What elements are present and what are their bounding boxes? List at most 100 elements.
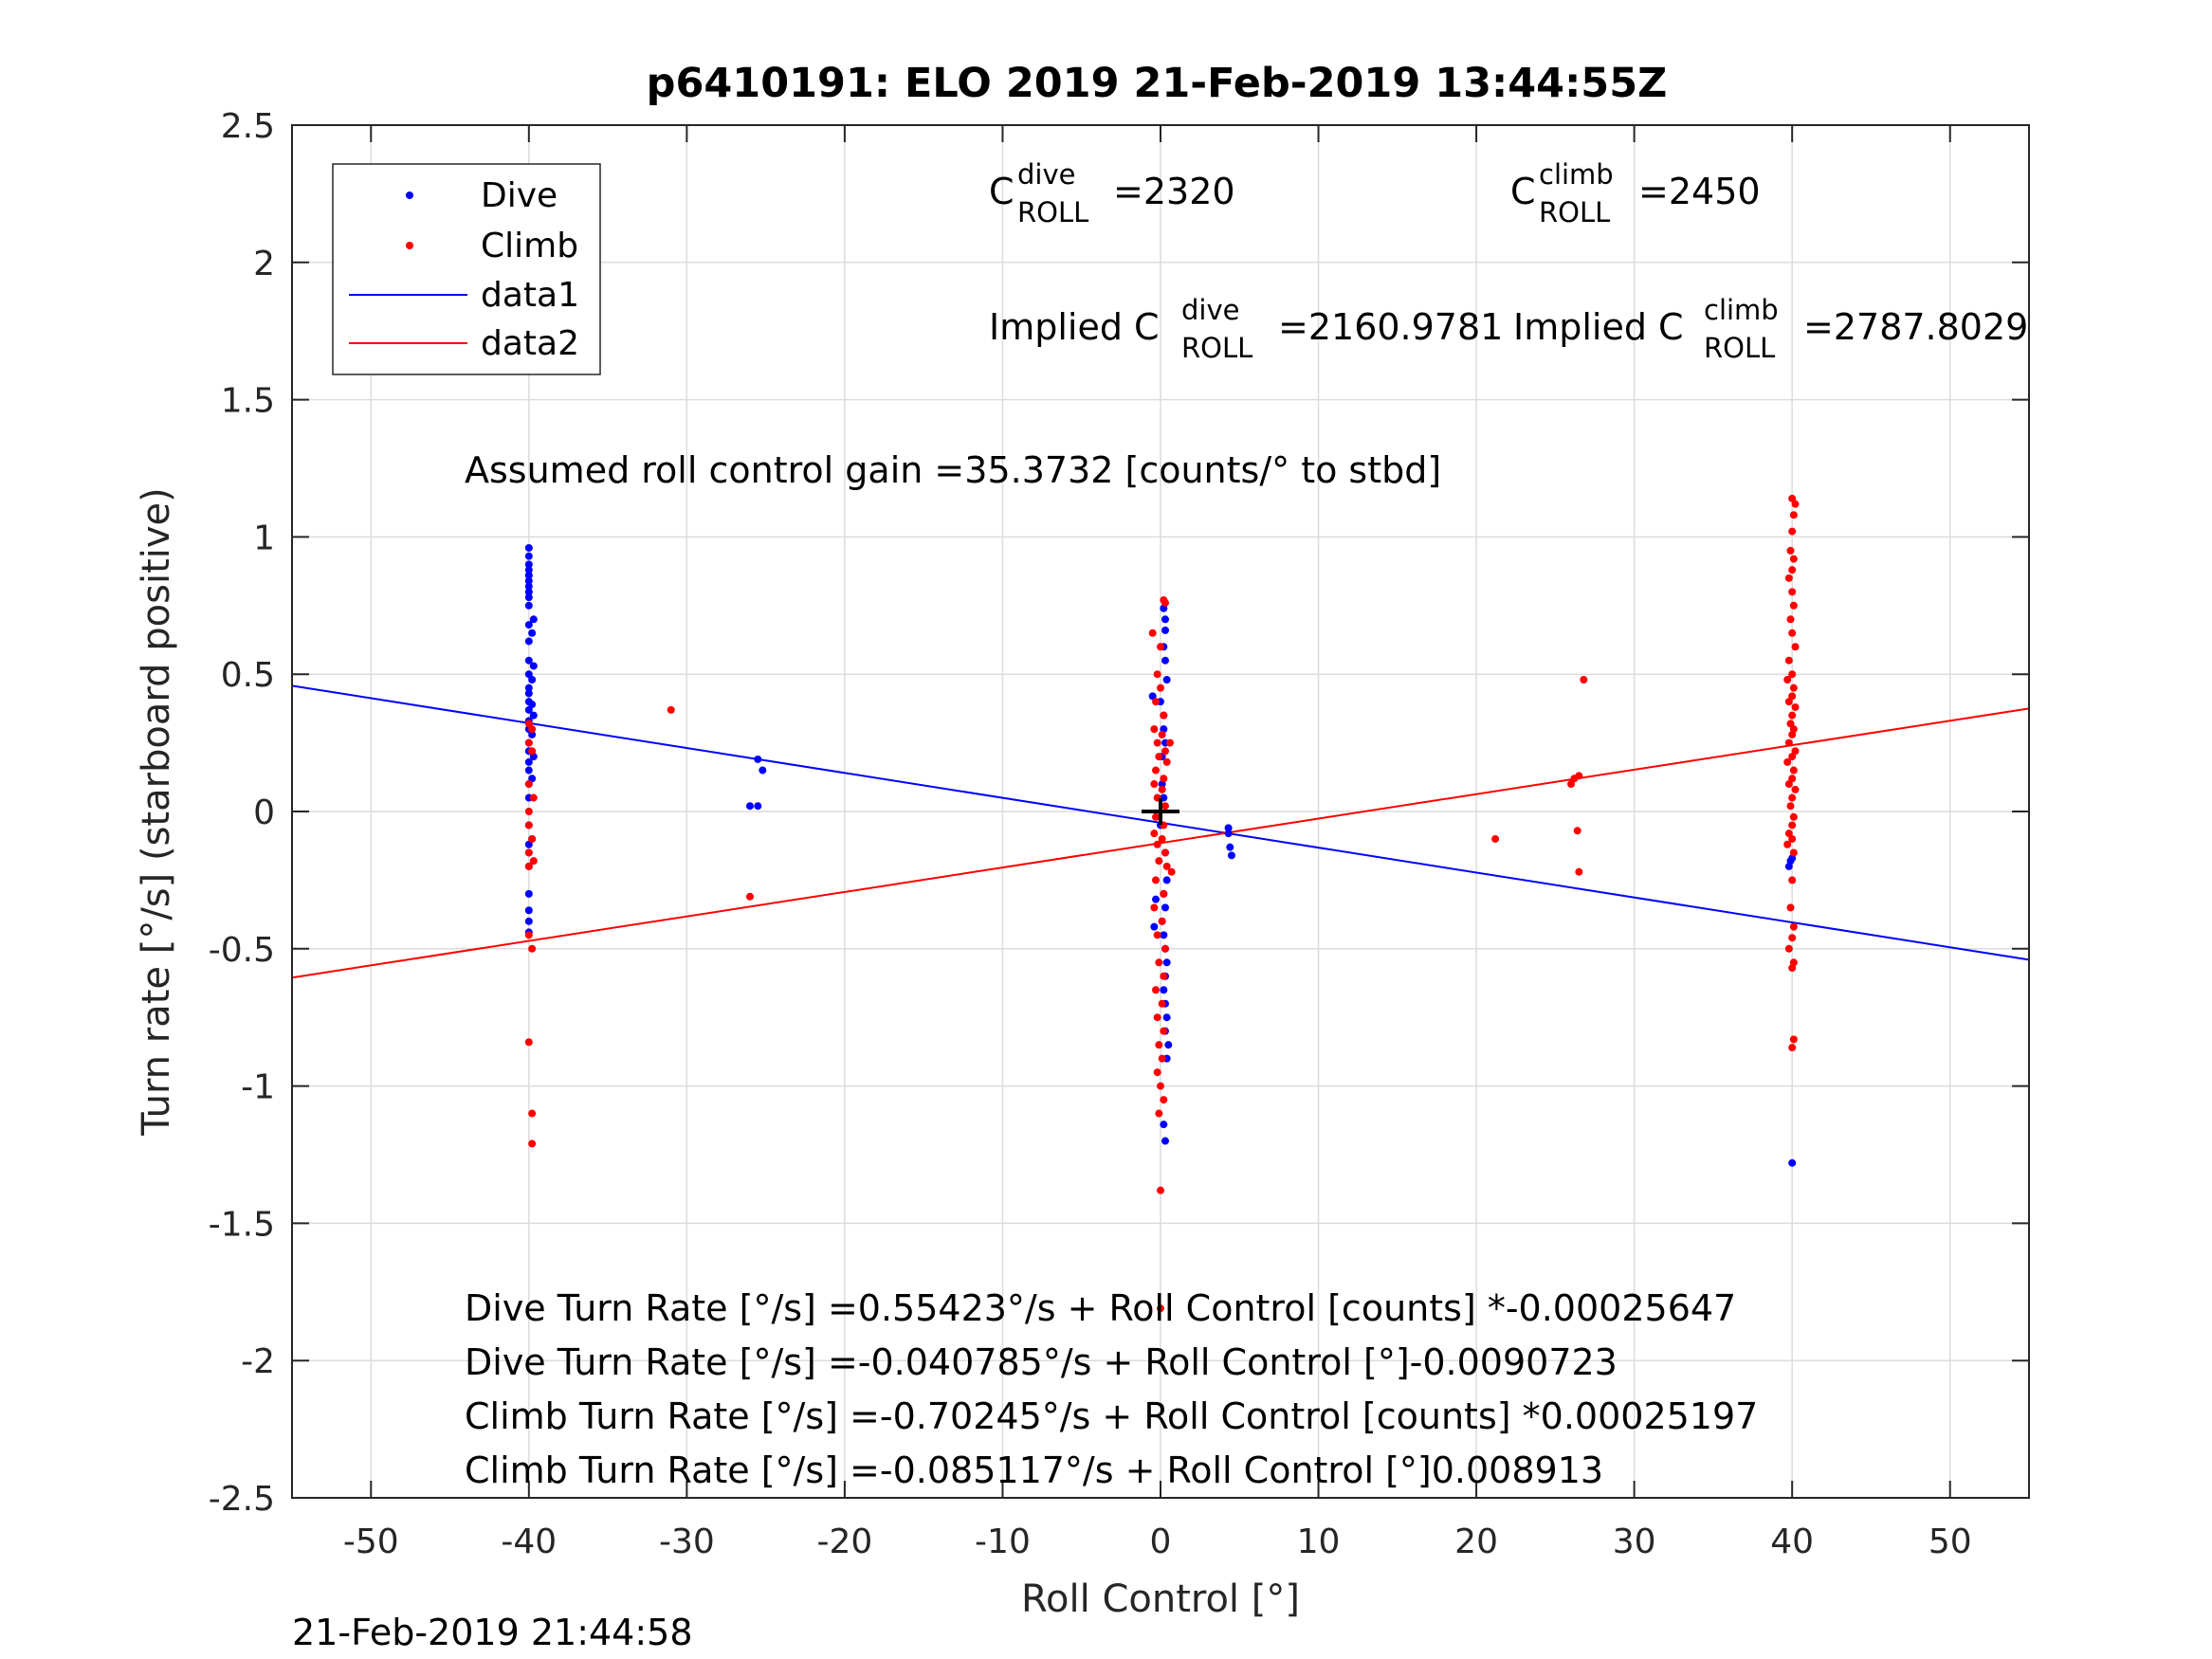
point-climb xyxy=(1152,766,1161,775)
point-dive xyxy=(1148,692,1157,701)
point-climb xyxy=(1784,574,1793,582)
point-climb xyxy=(1786,903,1795,912)
implied-dive-sub: ROLL xyxy=(1181,332,1252,364)
point-climb xyxy=(1789,812,1798,821)
point-climb xyxy=(1784,780,1793,789)
point-dive xyxy=(524,757,533,766)
implied-dive-sup: dive xyxy=(1181,294,1239,326)
implied-dive-prefix: Implied C xyxy=(989,306,1160,348)
point-climb xyxy=(1153,840,1161,848)
point-dive xyxy=(524,560,533,569)
point-climb xyxy=(1789,766,1798,775)
point-climb xyxy=(528,834,537,843)
x-tick-label: 20 xyxy=(1454,1522,1498,1561)
point-climb xyxy=(1152,812,1161,821)
point-dive xyxy=(1162,958,1171,967)
point-climb xyxy=(1165,738,1174,747)
y-tick-label: -1 xyxy=(241,1068,275,1107)
point-dive xyxy=(524,588,533,596)
point-climb xyxy=(524,862,533,870)
x-tick-label: 0 xyxy=(1150,1522,1172,1561)
point-dive xyxy=(759,766,767,775)
point-climb xyxy=(1155,1109,1163,1118)
point-climb xyxy=(1157,684,1164,692)
x-tick-label: -20 xyxy=(817,1522,873,1561)
y-tick-label: 0 xyxy=(253,793,275,832)
point-climb xyxy=(1158,999,1166,1008)
point-climb xyxy=(529,793,538,802)
point-dive xyxy=(528,775,537,783)
y-tick-label: 0.5 xyxy=(221,656,275,695)
point-climb xyxy=(1783,757,1792,766)
equation-climb-counts: Climb Turn Rate [°/s] =-0.70245°/s + Rol… xyxy=(465,1395,1758,1437)
point-climb xyxy=(1161,944,1169,953)
point-dive xyxy=(1226,843,1234,851)
point-climb xyxy=(524,821,533,830)
point-climb xyxy=(1157,643,1164,651)
equation-dive-counts: Dive Turn Rate [°/s] =0.55423°/s + Roll … xyxy=(465,1287,1736,1329)
point-climb xyxy=(1160,1096,1168,1104)
point-dive xyxy=(524,684,533,692)
point-dive xyxy=(524,906,533,915)
x-tick-label: 50 xyxy=(1929,1522,1972,1561)
legend-marker-climb xyxy=(406,242,413,249)
annotation-c-dive: C dive ROLL =2320 xyxy=(989,158,1235,228)
point-climb xyxy=(1575,867,1583,876)
point-climb xyxy=(528,747,537,756)
point-dive xyxy=(524,543,533,552)
y-tick-label: 2.5 xyxy=(221,107,275,146)
point-climb xyxy=(1153,738,1161,747)
x-tick-label: -50 xyxy=(343,1522,399,1561)
point-climb xyxy=(1150,830,1159,838)
point-climb xyxy=(1567,780,1576,789)
point-climb xyxy=(1791,702,1800,711)
point-climb xyxy=(1788,629,1797,637)
implied-climb-sup: climb xyxy=(1704,294,1779,326)
y-tick-label: -2 xyxy=(241,1342,275,1381)
point-dive xyxy=(524,705,533,714)
point-climb xyxy=(528,725,537,734)
point-climb xyxy=(1158,785,1166,793)
point-climb xyxy=(1167,867,1176,876)
point-dive xyxy=(529,615,538,624)
timestamp: 21-Feb-2019 21:44:58 xyxy=(292,1612,693,1653)
point-climb xyxy=(1788,711,1797,720)
point-dive xyxy=(1162,675,1171,684)
x-tick-label: 10 xyxy=(1297,1522,1341,1561)
point-climb xyxy=(1784,698,1793,706)
point-dive xyxy=(524,621,533,629)
x-tick-label: 30 xyxy=(1613,1522,1656,1561)
point-climb xyxy=(1160,775,1168,783)
annotation-implied-climb: Implied C climb ROLL =2787.8029 xyxy=(1513,294,2028,364)
point-climb xyxy=(1153,931,1161,939)
point-climb xyxy=(1158,917,1166,925)
point-climb xyxy=(1150,725,1159,734)
point-dive xyxy=(1224,830,1233,838)
point-climb xyxy=(1157,1082,1164,1090)
legend-label-data2: data2 xyxy=(481,324,579,363)
point-climb xyxy=(1155,1041,1163,1049)
point-dive xyxy=(754,755,762,763)
legend: Dive Climb data1 data2 xyxy=(332,163,601,375)
point-climb xyxy=(528,1139,537,1148)
point-climb xyxy=(1160,1027,1168,1035)
point-climb xyxy=(1784,944,1793,953)
point-climb xyxy=(1161,747,1169,756)
c-climb-sup: climb xyxy=(1539,158,1614,191)
y-tick-label: 2 xyxy=(253,245,275,283)
point-climb xyxy=(1157,1186,1164,1194)
point-dive xyxy=(1162,876,1171,884)
c-dive-sub: ROLL xyxy=(1017,196,1088,228)
point-climb xyxy=(1788,775,1797,783)
x-tick-labels: -50 -40 -30 -20 -10 0 10 20 30 40 50 xyxy=(343,1522,1972,1561)
point-climb xyxy=(745,892,754,901)
point-dive xyxy=(524,670,533,679)
point-climb xyxy=(1789,1035,1798,1044)
point-climb xyxy=(524,738,533,747)
point-climb xyxy=(1788,494,1797,502)
x-tick-label: 40 xyxy=(1770,1522,1814,1561)
point-climb xyxy=(1788,670,1797,679)
point-climb xyxy=(1789,555,1798,563)
point-climb xyxy=(1791,785,1800,793)
point-dive xyxy=(1224,824,1233,832)
